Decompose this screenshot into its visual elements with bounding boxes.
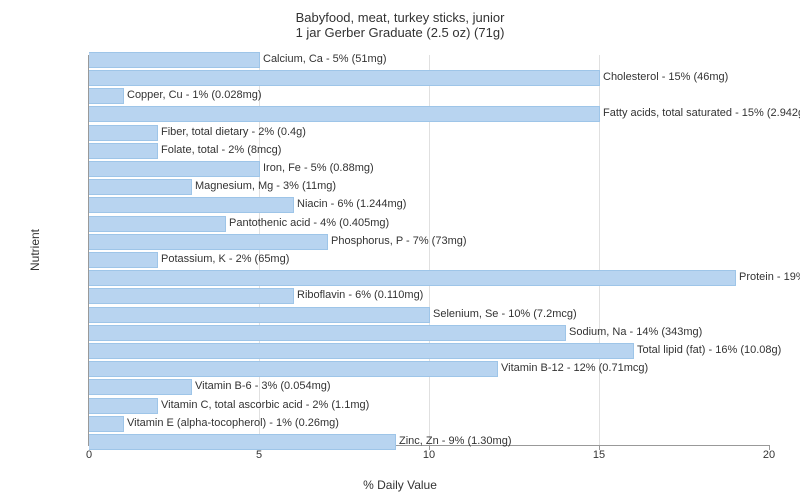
bar-label: Selenium, Se - 10% (7.2mcg) [429,307,577,321]
bar-label: Pantothenic acid - 4% (0.405mg) [225,216,389,230]
bar-row: Calcium, Ca - 5% (51mg) [89,52,769,66]
bar-row: Protein - 19% (9.73g) [89,270,769,284]
chart-container: Babyfood, meat, turkey sticks, junior 1 … [0,0,800,500]
bar-label: Total lipid (fat) - 16% (10.08g) [633,343,781,357]
bar [89,434,396,450]
bar-row: Folate, total - 2% (8mcg) [89,143,769,157]
bar [89,416,124,432]
plot-area: 05101520Calcium, Ca - 5% (51mg)Cholester… [88,55,769,446]
bar-row: Sodium, Na - 14% (343mg) [89,325,769,339]
x-tick-label: 5 [256,449,262,461]
x-tick-label: 20 [763,449,775,461]
bar-row: Vitamin E (alpha-tocopherol) - 1% (0.26m… [89,416,769,430]
bar-label: Folate, total - 2% (8mcg) [157,143,281,157]
x-tick-label: 10 [423,449,435,461]
y-axis-label: Nutrient [28,229,42,271]
bar-row: Phosphorus, P - 7% (73mg) [89,234,769,248]
bar [89,161,260,177]
bar [89,270,736,286]
bar [89,125,158,141]
bar [89,179,192,195]
bar-label: Potassium, K - 2% (65mg) [157,252,289,266]
bar-label: Riboflavin - 6% (0.110mg) [293,288,423,302]
chart-title-block: Babyfood, meat, turkey sticks, junior 1 … [0,0,800,40]
bar-label: Vitamin C, total ascorbic acid - 2% (1.1… [157,398,369,412]
bar [89,234,328,250]
bar-row: Niacin - 6% (1.244mg) [89,197,769,211]
bar-row: Selenium, Se - 10% (7.2mcg) [89,307,769,321]
bar-label: Vitamin B-6 - 3% (0.054mg) [191,379,331,393]
bar [89,307,430,323]
bar-label: Calcium, Ca - 5% (51mg) [259,52,386,66]
bar [89,379,192,395]
bar-row: Riboflavin - 6% (0.110mg) [89,288,769,302]
bar-row: Copper, Cu - 1% (0.028mg) [89,88,769,102]
bar [89,252,158,268]
bar-row: Magnesium, Mg - 3% (11mg) [89,179,769,193]
bar-label: Zinc, Zn - 9% (1.30mg) [395,434,511,448]
bar-label: Sodium, Na - 14% (343mg) [565,325,702,339]
x-axis-label: % Daily Value [0,478,800,492]
bar-row: Fiber, total dietary - 2% (0.4g) [89,125,769,139]
bar-label: Iron, Fe - 5% (0.88mg) [259,161,374,175]
bar [89,88,124,104]
bar-label: Phosphorus, P - 7% (73mg) [327,234,467,248]
bar-label: Niacin - 6% (1.244mg) [293,197,406,211]
bar-label: Fatty acids, total saturated - 15% (2.94… [599,106,800,120]
bar-row: Total lipid (fat) - 16% (10.08g) [89,343,769,357]
bar [89,143,158,159]
bar [89,70,600,86]
bar [89,52,260,68]
x-tick-label: 15 [593,449,605,461]
bar-label: Magnesium, Mg - 3% (11mg) [191,179,336,193]
bar [89,106,600,122]
chart-title-line1: Babyfood, meat, turkey sticks, junior [0,10,800,25]
bar [89,398,158,414]
bar-row: Pantothenic acid - 4% (0.405mg) [89,216,769,230]
bar-label: Protein - 19% (9.73g) [735,270,800,284]
bar-row: Vitamin B-12 - 12% (0.71mcg) [89,361,769,375]
bar-row: Iron, Fe - 5% (0.88mg) [89,161,769,175]
bar-label: Vitamin B-12 - 12% (0.71mcg) [497,361,648,375]
bar [89,325,566,341]
bar-row: Vitamin B-6 - 3% (0.054mg) [89,379,769,393]
bar [89,361,498,377]
bar [89,288,294,304]
chart-title-line2: 1 jar Gerber Graduate (2.5 oz) (71g) [0,25,800,40]
bar-row: Cholesterol - 15% (46mg) [89,70,769,84]
bar-label: Cholesterol - 15% (46mg) [599,70,728,84]
bar-row: Fatty acids, total saturated - 15% (2.94… [89,106,769,120]
bar-row: Zinc, Zn - 9% (1.30mg) [89,434,769,448]
bar [89,216,226,232]
bar-label: Vitamin E (alpha-tocopherol) - 1% (0.26m… [123,416,339,430]
bar-row: Potassium, K - 2% (65mg) [89,252,769,266]
x-tick-label: 0 [86,449,92,461]
bar-row: Vitamin C, total ascorbic acid - 2% (1.1… [89,398,769,412]
bar-label: Fiber, total dietary - 2% (0.4g) [157,125,306,139]
bar-label: Copper, Cu - 1% (0.028mg) [123,88,262,102]
bar [89,197,294,213]
bar [89,343,634,359]
